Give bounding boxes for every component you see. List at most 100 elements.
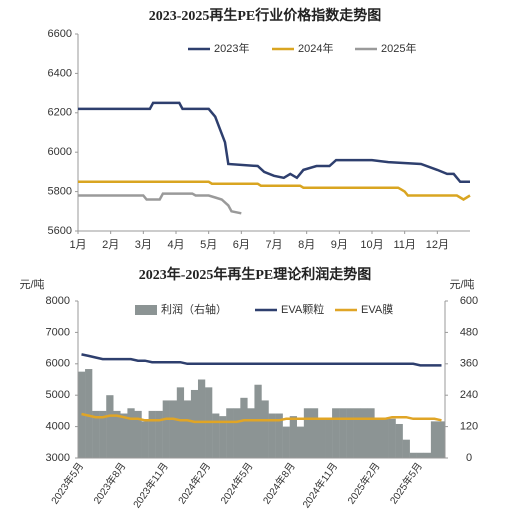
bar	[247, 408, 255, 458]
bar	[155, 410, 163, 458]
x-tick-label: 9月	[331, 239, 348, 251]
x-tick-label: 11月	[393, 239, 415, 251]
legend-swatch	[135, 305, 157, 315]
bar	[332, 408, 340, 458]
bar	[325, 418, 333, 458]
y2-tick-label: 120	[460, 421, 478, 433]
bar	[430, 421, 439, 458]
bar	[162, 400, 170, 458]
bar	[374, 418, 382, 458]
bar	[261, 400, 269, 458]
bar	[353, 408, 361, 458]
bar	[275, 413, 283, 458]
x-tick-label: 12月	[426, 239, 449, 251]
chart-title: 2023年-2025年再生PE理论利润走势图	[139, 266, 372, 283]
y-tick-label: 6200	[48, 107, 72, 119]
chart-title: 2023-2025再生PE行业价格指数走势图	[149, 7, 382, 24]
bar	[409, 452, 417, 458]
bar	[402, 439, 410, 458]
legend-label: 2024年	[298, 41, 333, 55]
y2-tick-label: 240	[460, 389, 478, 401]
bar	[282, 426, 290, 458]
x-tick-label: 7月	[265, 239, 282, 251]
y-tick-label: 6400	[48, 67, 72, 79]
bar	[233, 408, 241, 458]
bar	[134, 410, 142, 458]
series-line	[78, 192, 242, 215]
x-tick-label: 10月	[360, 239, 383, 251]
bar	[437, 421, 446, 458]
bar	[99, 410, 107, 458]
y-axis-label: 元/吨	[19, 278, 44, 291]
y2-tick-label: 360	[460, 358, 478, 370]
x-tick-label: 2023年11月	[130, 460, 171, 511]
x-tick-label: 4月	[167, 239, 184, 251]
y-tick-label: 3000	[46, 452, 70, 464]
bar	[183, 400, 192, 458]
bar	[240, 397, 248, 458]
x-tick-label: 2025年2月	[344, 460, 382, 507]
x-tick-label: 2023年5月	[48, 460, 86, 507]
bar	[212, 413, 220, 458]
series-line	[78, 101, 470, 184]
bar	[106, 395, 114, 458]
x-tick-label: 8月	[298, 239, 315, 251]
bar	[381, 418, 389, 458]
bar	[310, 408, 319, 458]
bar	[388, 418, 396, 458]
series-line	[78, 180, 471, 201]
x-tick-label: 5月	[200, 239, 217, 251]
bar	[169, 400, 178, 458]
legend-label: 2025年	[381, 41, 416, 55]
bar	[395, 423, 403, 458]
bar	[289, 416, 297, 458]
bar	[303, 408, 312, 458]
legend-label: EVA膜	[361, 303, 393, 316]
series-line	[81, 412, 442, 424]
x-tick-label: 1月	[69, 239, 86, 251]
x-tick-label: 2024年5月	[217, 460, 255, 507]
bar	[120, 413, 128, 458]
x-tick-label: 2024年2月	[175, 460, 213, 507]
y-tick-label: 5800	[48, 186, 72, 198]
x-tick-label: 2024年11月	[299, 460, 340, 511]
bar	[416, 452, 425, 458]
bar	[317, 418, 326, 458]
bar	[219, 416, 227, 458]
bar	[127, 408, 135, 458]
y-tick-label: 4000	[46, 421, 70, 433]
legend-label: 2023年	[214, 41, 249, 55]
bar	[85, 369, 93, 458]
y-tick-label: 6000	[48, 146, 72, 158]
legend-label: 利润（右轴）	[161, 302, 227, 316]
bar	[197, 379, 206, 458]
y2-tick-label: 0	[466, 452, 472, 464]
bar	[226, 408, 234, 458]
series-line	[81, 353, 442, 367]
x-tick-label: 2月	[102, 239, 119, 251]
x-tick-label: 2024年8月	[260, 460, 298, 507]
y-tick-label: 5000	[46, 389, 70, 401]
y2-tick-label: 600	[460, 295, 478, 307]
y-tick-label: 6600	[48, 28, 72, 40]
bar	[423, 452, 432, 458]
x-tick-label: 2025年5月	[387, 460, 425, 507]
bar	[367, 408, 375, 458]
y-tick-label: 5600	[48, 225, 72, 237]
y-tick-label: 6000	[46, 358, 70, 370]
y2-axis-label: 元/吨	[449, 278, 474, 291]
bar	[268, 413, 276, 458]
bar	[148, 410, 156, 458]
y2-tick-label: 480	[460, 326, 478, 338]
legend-label: EVA颗粒	[281, 302, 324, 316]
bar	[339, 408, 347, 458]
bar	[176, 387, 185, 458]
bar	[190, 389, 199, 458]
bar	[113, 410, 121, 458]
bar	[346, 408, 354, 458]
x-tick-label: 3月	[135, 239, 152, 251]
y-tick-label: 8000	[46, 295, 70, 307]
bar	[296, 426, 305, 458]
bar	[141, 421, 149, 458]
